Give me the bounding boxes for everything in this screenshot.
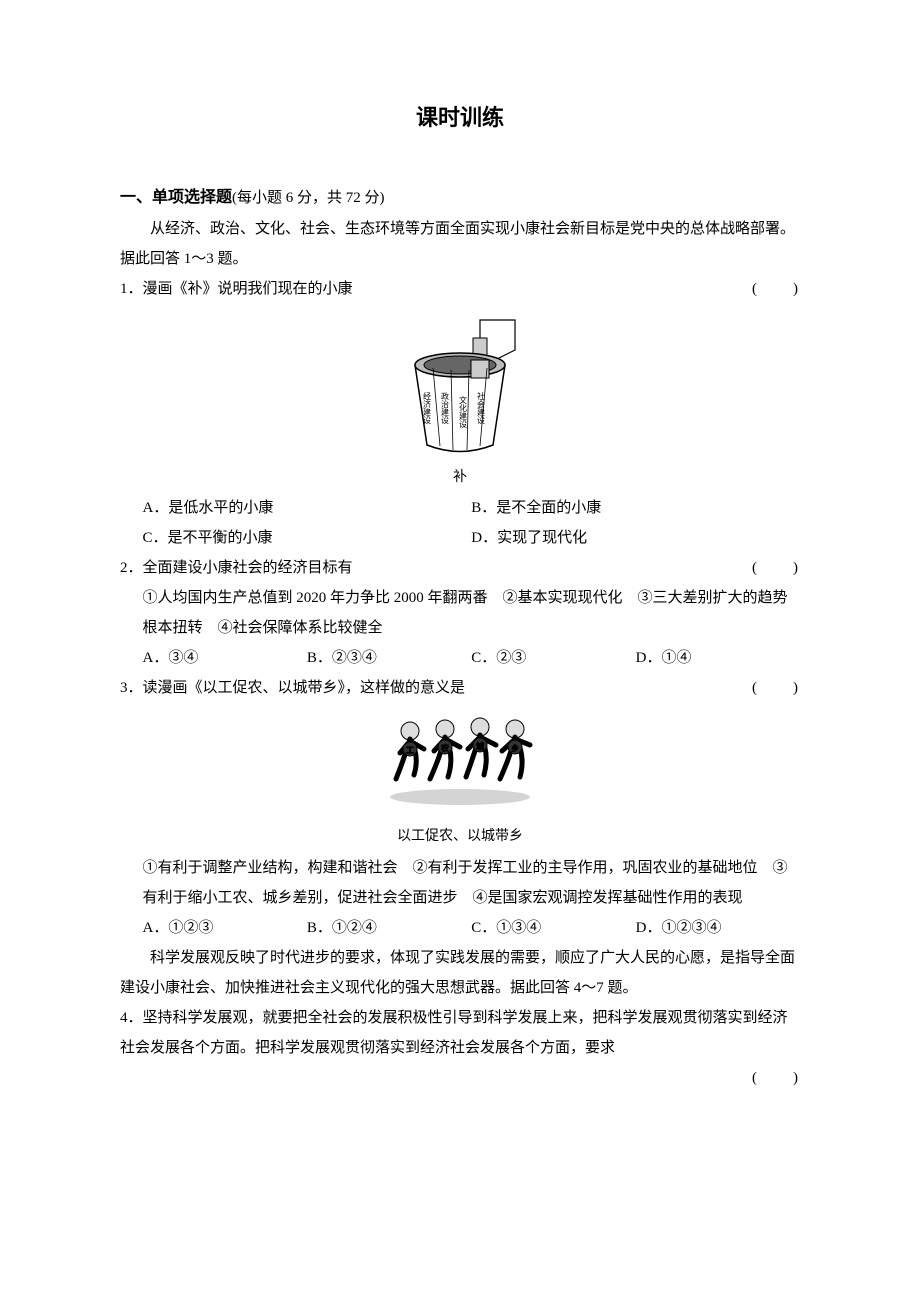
runner-label-4: 乡	[511, 744, 519, 753]
page-title: 课时训练	[120, 100, 800, 132]
q4-paren: ( )	[120, 1063, 800, 1093]
section-1-header: 一、单项选择题(每小题 6 分，共 72 分)	[120, 182, 800, 214]
bucket-label-1: 经济建设	[423, 391, 432, 425]
q3-optB: B．①②④	[307, 913, 471, 943]
runner-label-3: 城	[476, 742, 484, 751]
q1-paren: ( )	[752, 274, 800, 304]
q2-paren: ( )	[752, 553, 800, 583]
q3-caption: 以工促农、以城带乡	[120, 826, 800, 848]
q1-options-row1: A．是低水平的小康 B．是不全面的小康	[120, 493, 800, 523]
section-1-note: (每小题 6 分，共 72 分)	[232, 190, 385, 206]
q2-items: ①人均国内生产总值到 2020 年力争比 2000 年翻两番 ②基本实现现代化 …	[120, 583, 800, 643]
runner-label-1: 工	[406, 746, 414, 755]
runner-label-2: 农	[441, 743, 449, 753]
q1-caption: 补	[120, 467, 800, 489]
q2-options: A．③④ B．②③④ C．②③ D．①④	[120, 643, 800, 673]
q3-optC: C．①③④	[471, 913, 635, 943]
bucket-label-4: 社会建设	[477, 391, 486, 425]
q3-row: 3．读漫画《以工促农、以城带乡》，这样做的意义是 ( )	[120, 673, 800, 703]
page-container: 课时训练 一、单项选择题(每小题 6 分，共 72 分) 从经济、政治、文化、社…	[0, 0, 920, 1302]
bucket-label-3: 文化建设	[459, 395, 468, 429]
q3-options: A．①②③ B．①②④ C．①③④ D．①②③④	[120, 913, 800, 943]
q3-paren: ( )	[752, 673, 800, 703]
q2-optC: C．②③	[471, 643, 635, 673]
q1-optA: A．是低水平的小康	[143, 493, 472, 523]
section-1-heading: 一、单项选择题	[120, 189, 232, 206]
q1-optB: B．是不全面的小康	[471, 493, 800, 523]
q1-optD: D．实现了现代化	[471, 523, 800, 553]
q2-optB: B．②③④	[307, 643, 471, 673]
q2-optA: A．③④	[143, 643, 307, 673]
q2-optD: D．①④	[636, 643, 800, 673]
q1-row: 1．漫画《补》说明我们现在的小康 ( )	[120, 274, 800, 304]
q1-optC: C．是不平衡的小康	[143, 523, 472, 553]
q3-figure: 工 农 城 乡	[120, 709, 800, 824]
bucket-label-2: 政治建设	[441, 391, 450, 425]
q3-items: ①有利于调整产业结构，构建和谐社会 ②有利于发挥工业的主导作用，巩固农业的基础地…	[120, 853, 800, 913]
q4-stem: 4．坚持科学发展观，就要把全社会的发展积极性引导到科学发展上来，把科学发展观贯彻…	[120, 1003, 800, 1063]
intro-paragraph-1: 从经济、政治、文化、社会、生态环境等方面全面实现小康社会新目标是党中央的总体战略…	[120, 214, 800, 274]
runners-icon: 工 农 城 乡	[370, 709, 550, 819]
intro-paragraph-2: 科学发展观反映了时代进步的要求，体现了实践发展的需要，顺应了广大人民的心愿，是指…	[120, 943, 800, 1003]
q1-stem: 1．漫画《补》说明我们现在的小康	[120, 274, 353, 304]
q2-stem: 2．全面建设小康社会的经济目标有	[120, 553, 353, 583]
q3-optD: D．①②③④	[636, 913, 800, 943]
bucket-icon: 经济建设 政治建设 文化建设 社会建设	[385, 310, 535, 460]
q3-optA: A．①②③	[143, 913, 307, 943]
q2-row: 2．全面建设小康社会的经济目标有 ( )	[120, 553, 800, 583]
q1-options-row2: C．是不平衡的小康 D．实现了现代化	[120, 523, 800, 553]
q1-figure: 经济建设 政治建设 文化建设 社会建设	[120, 310, 800, 465]
q3-stem: 3．读漫画《以工促农、以城带乡》，这样做的意义是	[120, 673, 465, 703]
